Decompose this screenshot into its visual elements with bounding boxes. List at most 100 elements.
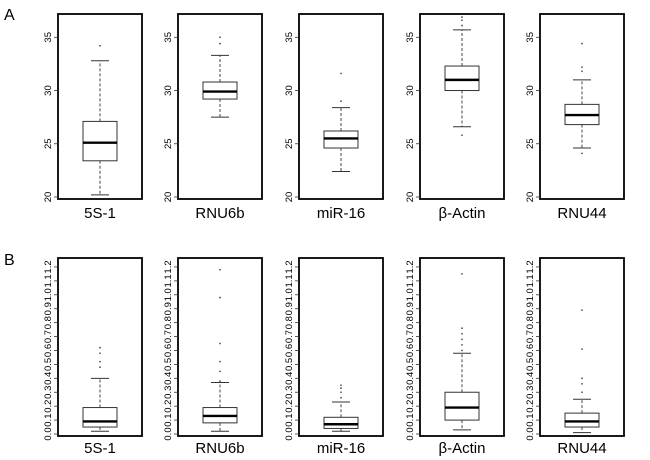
- outlier-point: [219, 370, 221, 373]
- y-tick-label: 0.7: [284, 330, 295, 343]
- category-label: RNU6b: [195, 440, 244, 457]
- box-plot-2: 0.00.10.20.30.40.50.60.70.80.91.01.11.2 R…: [163, 257, 263, 457]
- y-tick-label: 0.2: [525, 400, 536, 413]
- y-tick-label: 35: [525, 32, 536, 43]
- y-tick-label: 30: [43, 85, 54, 96]
- category-label: 5S-1: [84, 440, 116, 457]
- outlier-point: [219, 360, 221, 363]
- plot-frame: [298, 257, 384, 437]
- y-tick-label: 0.2: [284, 400, 295, 413]
- category-label: miR-16: [317, 205, 365, 222]
- box-plot-4: 0.00.10.20.30.40.50.60.70.80.91.01.11.2 β…: [405, 257, 505, 457]
- outlier-point: [99, 44, 101, 47]
- outlier-point: [219, 342, 221, 345]
- box-plot-1: 0.00.10.20.30.40.50.60.70.80.91.01.11.2 5…: [43, 257, 143, 457]
- y-tick-label: 0.9: [525, 302, 536, 315]
- outlier-point: [581, 70, 583, 73]
- category-label: miR-16: [317, 440, 365, 457]
- y-tick-label: 30: [284, 85, 295, 96]
- y-tick-label: 0.8: [284, 316, 295, 329]
- category-label: β-Actin: [439, 440, 486, 457]
- plot-frame: [57, 257, 143, 437]
- y-tick-label: 0.4: [163, 372, 174, 385]
- panel-label-b: B: [4, 252, 15, 269]
- y-tick-label: 0.9: [43, 302, 54, 315]
- y-tick-label: 0.0: [525, 427, 536, 440]
- outlier-point: [99, 352, 101, 355]
- y-tick-label: 0.7: [405, 330, 416, 343]
- y-tick-label: 0.5: [163, 358, 174, 371]
- outlier-point: [461, 24, 463, 27]
- y-tick-label: 1.1: [43, 274, 54, 287]
- y-tick-label: 0.8: [405, 316, 416, 329]
- y-tick-label: 0.6: [43, 344, 54, 357]
- y-tick-label: 0.6: [284, 344, 295, 357]
- y-tick-label: 25: [43, 138, 54, 149]
- y-tick-label: 0.9: [405, 302, 416, 315]
- y-tick-label: 35: [284, 32, 295, 43]
- outlier-point: [461, 344, 463, 346]
- outlier-point: [340, 384, 342, 387]
- y-tick-label: 0.5: [405, 358, 416, 371]
- y-tick-label: 0.3: [284, 386, 295, 399]
- outlier-point: [461, 16, 463, 18]
- outlier-point: [340, 100, 342, 103]
- outlier-point: [219, 36, 221, 39]
- y-tick-label: 0.6: [405, 344, 416, 357]
- y-tick-label: 0.8: [43, 316, 54, 329]
- y-tick-label: 0.4: [405, 372, 416, 385]
- y-tick-label: 0.4: [525, 372, 536, 385]
- outlier-point: [340, 391, 342, 394]
- y-tick-label: 1.0: [525, 288, 536, 301]
- y-tick-label: 1.0: [284, 288, 295, 301]
- outlier-point: [219, 296, 221, 299]
- y-tick-label: 0.5: [43, 358, 54, 371]
- y-tick-label: 0.7: [163, 330, 174, 343]
- y-tick-label: 0.5: [284, 358, 295, 371]
- y-tick-label: 1.0: [43, 288, 54, 301]
- y-tick-label: 0.6: [163, 344, 174, 357]
- outlier-point: [219, 268, 221, 271]
- y-tick-label: 1.0: [405, 288, 416, 301]
- outlier-point: [461, 327, 463, 330]
- y-tick-label: 30: [405, 85, 416, 96]
- outlier-point: [461, 332, 463, 335]
- y-tick-label: 25: [163, 138, 174, 149]
- plot-frame: [177, 13, 263, 200]
- outlier-point: [581, 377, 583, 380]
- category-label: RNU44: [557, 205, 606, 222]
- category-label: RNU44: [557, 440, 606, 457]
- y-tick-label: 0.1: [525, 413, 536, 426]
- y-tick-label: 1.2: [43, 260, 54, 273]
- y-tick-label: 0.1: [405, 413, 416, 426]
- y-tick-label: 0.7: [525, 330, 536, 343]
- outlier-point: [461, 134, 463, 137]
- y-tick-label: 30: [525, 85, 536, 96]
- panels-group: 202530355S-120253035RNU6b20253035miR-162…: [43, 13, 625, 457]
- y-tick-label: 25: [525, 138, 536, 149]
- category-label: 5S-1: [84, 205, 116, 222]
- y-tick-label: 1.2: [405, 260, 416, 273]
- plot-frame: [419, 13, 505, 200]
- outlier-point: [99, 366, 101, 369]
- y-tick-label: 0.9: [284, 302, 295, 315]
- panel-a: 202530355S-120253035RNU6b20253035miR-162…: [43, 13, 625, 222]
- box-plot-5: 0.00.10.20.30.40.50.60.70.80.91.01.11.2 R…: [525, 257, 625, 457]
- y-tick-label: 0.2: [405, 400, 416, 413]
- plot-frame: [57, 13, 143, 200]
- iqr-box: [82, 120, 118, 162]
- outlier-point: [581, 348, 583, 350]
- y-tick-label: 0.3: [405, 386, 416, 399]
- iqr-box: [444, 391, 480, 421]
- box-plot-2: 20 25 30 35 RNU6b: [163, 13, 263, 222]
- outlier-point: [219, 380, 221, 383]
- outlier-point: [581, 66, 583, 69]
- y-tick-label: 35: [43, 32, 54, 43]
- outlier-point: [461, 338, 463, 341]
- y-tick-label: 1.0: [163, 288, 174, 301]
- y-tick-label: 25: [284, 138, 295, 149]
- y-tick-label: 0.6: [525, 344, 536, 357]
- y-tick-label: 0.0: [284, 427, 295, 440]
- y-tick-label: 1.2: [525, 260, 536, 273]
